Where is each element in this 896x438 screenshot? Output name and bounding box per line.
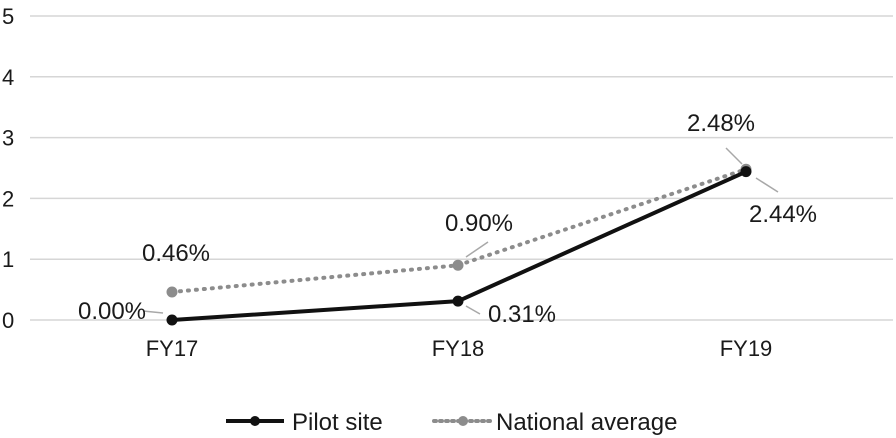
y-tick-label-1: 1	[2, 247, 14, 272]
legend: Pilot site National average	[226, 409, 677, 436]
x-tick-label-fy18: FY18	[432, 336, 485, 361]
data-label-pilot-site-fy19: 2.44%	[749, 201, 817, 228]
y-tick-label-0: 0	[2, 308, 14, 333]
label-leader-pilot-site-fy17	[142, 310, 164, 314]
legend-marker-pilot-site	[250, 416, 260, 426]
label-leader-pilot-site-fy19	[755, 177, 779, 193]
data-point-pilot-site-fy17	[166, 314, 178, 326]
label-leader-pilot-site-fy18	[465, 305, 481, 315]
data-label-pilot-site-fy18: 0.31%	[488, 301, 556, 328]
legend-label-pilot-site: Pilot site	[292, 409, 383, 436]
x-tick-label-fy17: FY17	[146, 336, 199, 361]
data-point-pilot-site-fy19	[740, 166, 752, 178]
data-point-national-average-fy18	[452, 259, 464, 271]
grid-lines	[30, 15, 893, 321]
data-label-national-average-fy17: 0.46%	[142, 240, 210, 267]
y-tick-label-5: 5	[2, 4, 14, 29]
legend-label-national-average: National average	[496, 409, 677, 436]
series-group: 0.46% 0.90% 2.48% 0.00% 0.31% 2.44%	[78, 110, 817, 328]
label-leader-national-average-fy18	[465, 241, 489, 258]
data-label-national-average-fy19: 2.48%	[687, 110, 755, 137]
y-axis-ticks: 0 1 2 3 4 5	[2, 4, 14, 333]
x-tick-label-fy19: FY19	[720, 336, 773, 361]
data-point-pilot-site-fy18	[452, 295, 464, 307]
data-label-pilot-site-fy17: 0.00%	[78, 298, 146, 325]
label-leader-national-average-fy19	[725, 147, 743, 165]
y-tick-label-4: 4	[2, 65, 14, 90]
y-tick-label-2: 2	[2, 186, 14, 211]
data-label-national-average-fy18: 0.90%	[445, 210, 513, 237]
legend-marker-national-average	[458, 416, 468, 426]
x-axis-ticks: FY17 FY18 FY19	[146, 336, 773, 361]
y-tick-label-3: 3	[2, 126, 14, 151]
data-point-national-average-fy17	[166, 286, 178, 298]
